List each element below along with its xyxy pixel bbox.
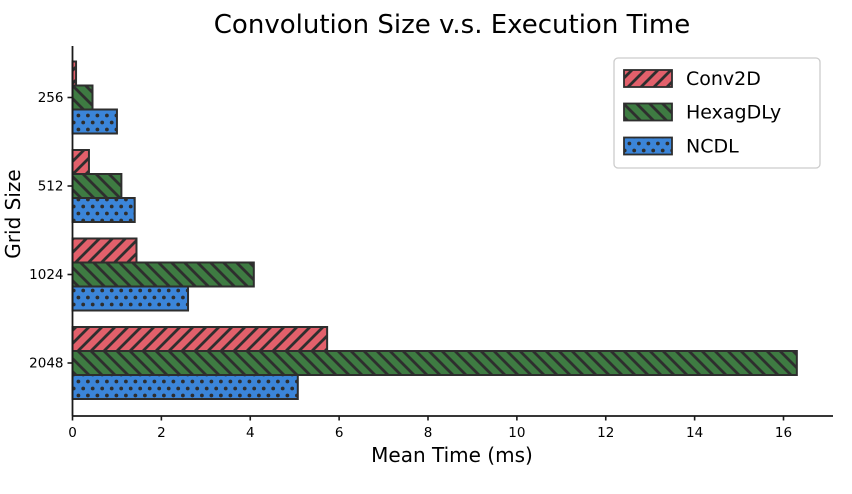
y-tick-label: 1024 (29, 267, 63, 283)
bar-ncdl-256 (71, 108, 118, 135)
legend-swatch-conv2d (623, 69, 673, 88)
bar-hexagdly-1024 (71, 261, 255, 288)
x-tick-label: 6 (335, 425, 344, 441)
x-tick-label: 10 (508, 425, 525, 441)
y-axis-label: Grid Size (1, 169, 25, 258)
bar-conv2d-2048 (71, 326, 329, 352)
x-tick-label: 12 (597, 425, 614, 441)
bar-hexagdly-2048 (71, 350, 798, 376)
x-tick-label: 14 (686, 425, 703, 441)
legend-swatch-ncdl (623, 136, 673, 156)
x-tick-label: 2 (157, 425, 166, 441)
bar-ncdl-512 (71, 197, 136, 223)
legend-label-hexagdly: HexagDLy (686, 102, 781, 124)
legend-swatch-hexagdly (623, 102, 673, 122)
bar-hexagdly-256 (71, 84, 94, 111)
bar-ncdl-2048 (71, 374, 299, 400)
legend-label-conv2d: Conv2D (686, 68, 761, 90)
x-axis-label: Mean Time (ms) (371, 443, 533, 467)
chart-title: Convolution Size v.s. Execution Time (214, 10, 690, 40)
y-tick-label: 512 (38, 179, 64, 195)
x-tick-label: 16 (775, 425, 792, 441)
legend-label-ncdl: NCDL (686, 136, 739, 158)
bar-conv2d-512 (71, 149, 90, 175)
x-tick-label: 4 (246, 425, 255, 441)
y-tick-label: 2048 (29, 356, 63, 372)
bar-hexagdly-512 (71, 173, 123, 199)
x-tick-label: 0 (68, 425, 77, 441)
bar-conv2d-1024 (71, 237, 138, 264)
y-tick-label: 256 (38, 90, 64, 106)
bar-ncdl-1024 (71, 285, 190, 312)
x-tick-label: 8 (424, 425, 433, 441)
